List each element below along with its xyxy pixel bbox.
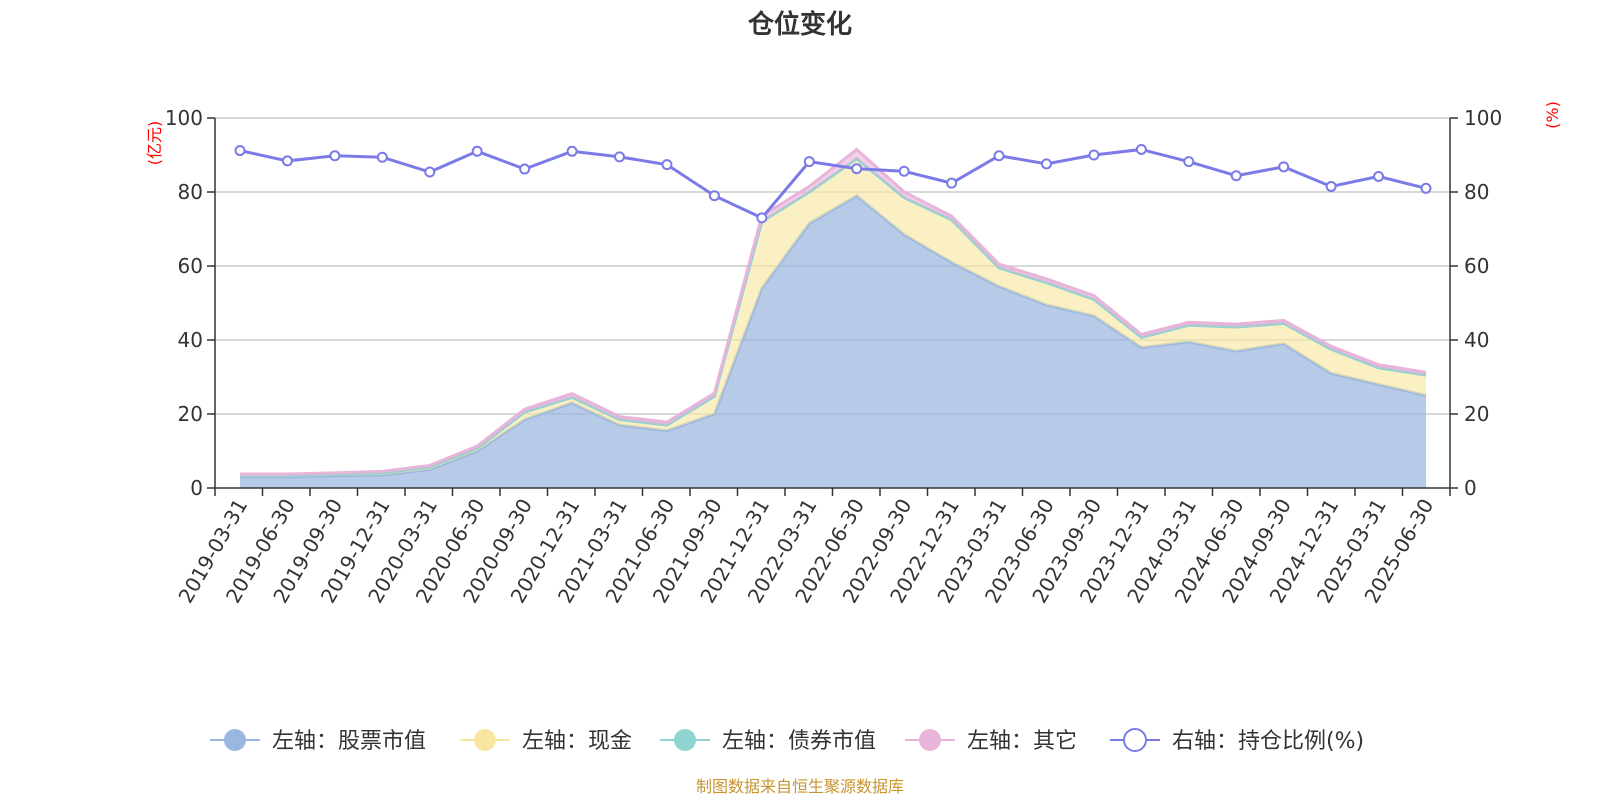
ratio-point[interactable] — [1420, 182, 1432, 194]
legend[interactable]: 左轴：股票市值 左轴：现金 左轴：债券市值 左轴：其它 右轴：持仓比例(%) — [210, 728, 1364, 754]
legend-circle-marker — [674, 729, 696, 751]
ratio-point[interactable] — [566, 145, 578, 157]
legend-item-1[interactable]: 左轴：现金 — [460, 729, 632, 754]
ratio-point[interactable] — [424, 166, 436, 178]
ratio-point[interactable] — [234, 145, 246, 157]
ratio-point[interactable] — [376, 151, 388, 163]
ratio-line-series — [234, 143, 1432, 224]
ratio-point[interactable] — [329, 150, 341, 162]
right-axis-tick-label: 40 — [1464, 328, 1489, 352]
ratio-point[interactable] — [851, 163, 863, 175]
left-axis-tick-label: 60 — [178, 254, 203, 278]
legend-label: 左轴：股票市值 — [272, 729, 426, 754]
right-axis-tick-label: 60 — [1464, 254, 1489, 278]
left-axis-tick-label: 100 — [165, 106, 203, 130]
left-axis-tick-label: 0 — [190, 476, 203, 500]
right-axis-tick-label: 0 — [1464, 476, 1477, 500]
stacked-areas — [240, 147, 1427, 488]
ratio-point[interactable] — [756, 212, 768, 224]
ratio-point[interactable] — [1183, 156, 1195, 168]
legend-label: 左轴：债券市值 — [722, 729, 876, 754]
legend-label: 左轴：其它 — [967, 729, 1077, 754]
legend-label: 右轴：持仓比例(%) — [1172, 729, 1364, 754]
legend-circle-marker — [474, 729, 496, 751]
left-axis-tick-label: 80 — [178, 180, 203, 204]
ratio-point[interactable] — [1135, 143, 1147, 155]
legend-circle-marker — [919, 729, 941, 751]
ratio-point[interactable] — [614, 151, 626, 163]
area-edge-series-3 — [240, 147, 1427, 476]
ratio-point[interactable] — [803, 156, 815, 168]
ratio-point[interactable] — [898, 165, 910, 177]
legend-circle-marker — [224, 729, 246, 751]
ratio-point[interactable] — [1040, 158, 1052, 170]
ratio-point[interactable] — [471, 145, 483, 157]
ratio-point[interactable] — [1325, 180, 1337, 192]
legend-item-4[interactable]: 右轴：持仓比例(%) — [1110, 728, 1364, 754]
ratio-point[interactable] — [993, 150, 1005, 162]
ratio-point[interactable] — [1230, 170, 1242, 182]
ratio-point[interactable] — [1373, 170, 1385, 182]
chart-title: 仓位变化 — [747, 9, 852, 40]
ratio-point[interactable] — [661, 159, 673, 171]
right-axis-tick-label: 20 — [1464, 402, 1489, 426]
legend-label: 左轴：现金 — [522, 729, 632, 754]
legend-item-2[interactable]: 左轴：债券市值 — [660, 729, 876, 754]
left-axis-tick-label: 40 — [178, 328, 203, 352]
ratio-point[interactable] — [519, 163, 531, 175]
right-axis-tick-label: 80 — [1464, 180, 1489, 204]
ratio-line — [239, 147, 1427, 220]
ratio-point[interactable] — [1088, 149, 1100, 161]
legend-item-3[interactable]: 左轴：其它 — [905, 729, 1077, 754]
area-fill-series-0 — [240, 195, 1426, 488]
right-axis-unit-label: (%) — [1543, 101, 1562, 129]
right-axis-tick-label: 100 — [1464, 106, 1502, 130]
data-source-note: 制图数据来自恒生聚源数据库 — [696, 777, 904, 796]
ratio-point[interactable] — [708, 190, 720, 202]
ratio-point[interactable] — [946, 177, 958, 189]
legend-item-0[interactable]: 左轴：股票市值 — [210, 729, 426, 754]
left-axis-tick-label: 20 — [178, 402, 203, 426]
ratio-point[interactable] — [1278, 161, 1290, 173]
left-axis-unit-label: (亿元) — [145, 121, 164, 166]
ratio-point[interactable] — [281, 155, 293, 167]
legend-hollow-circle-marker — [1123, 728, 1147, 752]
